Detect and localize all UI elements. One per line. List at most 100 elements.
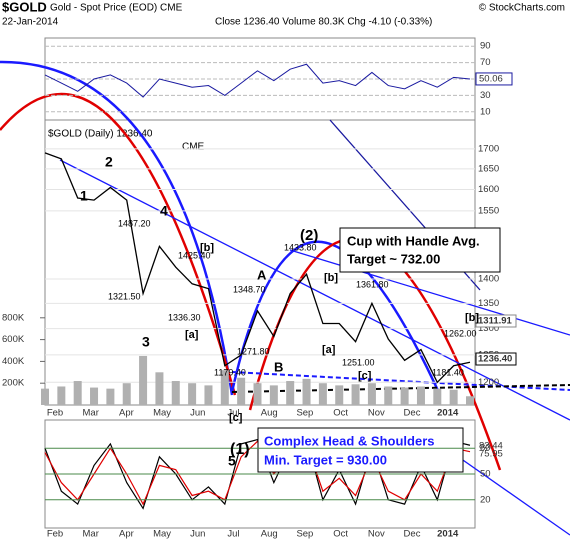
annotation: 1271.80 <box>237 346 270 356</box>
volume-bar <box>286 381 295 405</box>
callout: Complex Head & Shoulders Min. Target = 9… <box>257 427 464 473</box>
volume-bar <box>139 355 148 405</box>
annotation: 4 <box>160 203 168 219</box>
y-tick-label: 80 <box>480 443 491 454</box>
x-tick-label: Jun <box>190 408 205 419</box>
callout-box <box>339 227 501 273</box>
y-tick-label: 90 <box>480 41 491 52</box>
price-label: 1311.91 <box>478 316 513 327</box>
annotation: 1251.00 <box>342 357 375 367</box>
callout-text: Cup with Handle Avg. <box>347 233 480 248</box>
annotation: 1433.80 <box>284 242 317 252</box>
volume-bar <box>155 372 164 405</box>
y-tick-label: 1550 <box>478 205 499 216</box>
annotation: 1321.50 <box>108 291 141 301</box>
value-box <box>475 314 517 328</box>
date: 22-Jan-2014 <box>2 17 59 28</box>
annotation: 1179.40 <box>214 367 246 377</box>
callout-text: Complex Head & Shoulders <box>264 433 434 448</box>
y-tick-label: 30 <box>480 90 491 101</box>
annotation: 1487.20 <box>118 218 151 228</box>
annotation: B <box>274 359 283 374</box>
volume-bar <box>237 377 246 405</box>
callout-box <box>257 427 464 473</box>
x-tick-label: Dec <box>404 529 421 540</box>
annotation: 1348.70 <box>233 284 266 294</box>
y-tick-label: 1400 <box>478 274 499 285</box>
volume-bar <box>466 396 474 405</box>
volume-bar <box>351 384 360 405</box>
title: $GOLD <box>2 0 47 14</box>
y-tick-label: 1300 <box>478 323 499 334</box>
annotation: (1) <box>230 441 250 458</box>
volume-tick-label: 200K <box>2 378 25 389</box>
rsi-panel <box>44 37 476 121</box>
annotation: [b] <box>324 272 338 284</box>
value-box <box>475 352 517 366</box>
trend-line <box>289 249 570 336</box>
volume-bar <box>433 388 442 405</box>
volume-bar <box>220 370 229 405</box>
x-tick-label: Nov <box>368 408 385 419</box>
x-tick-label: Jun <box>190 529 205 540</box>
volume-bar <box>367 383 376 405</box>
x-tick-label: May <box>153 529 171 540</box>
x-tick-label: Aug <box>261 529 278 540</box>
volume-bar <box>253 383 262 405</box>
annotation: A <box>257 267 267 282</box>
volume-bar <box>204 385 213 405</box>
y-tick-label: 1700 <box>478 143 499 154</box>
volume-tick-label: 600K <box>2 334 25 345</box>
annotation: 2 <box>105 154 113 170</box>
blue-arc <box>230 240 442 396</box>
x-tick-label: Oct <box>333 408 348 419</box>
callout-text: Target ~ 732.00 <box>347 251 440 266</box>
stoch-last-label: 75.95 <box>479 449 503 460</box>
x-tick-label: Jul <box>227 408 239 419</box>
trend-lines <box>59 119 570 536</box>
volume-tick-label: 800K <box>2 312 25 323</box>
price-line <box>44 152 471 384</box>
y-tick-label: 10 <box>480 106 491 117</box>
volume-bar <box>302 378 311 405</box>
x-tick-label: Apr <box>119 529 134 540</box>
annotation: [a] <box>322 344 336 356</box>
x-tick-label: 2014 <box>437 529 459 540</box>
annotation: [c] <box>229 412 243 424</box>
x-tick-label: 2014 <box>437 408 459 419</box>
volume-bar <box>57 386 66 405</box>
x-tick-label: Feb <box>47 408 63 419</box>
volume-bar <box>41 388 49 405</box>
source: © StockCharts.com <box>479 3 565 14</box>
volume-bar <box>318 383 327 405</box>
x-tick-label: Dec <box>404 408 421 419</box>
annotation: [c] <box>358 370 372 382</box>
annotation: 1361.80 <box>356 279 389 289</box>
volume-bar <box>90 387 99 405</box>
annotation: [b] <box>200 242 214 254</box>
trend-line <box>59 159 570 421</box>
subtitle: Gold - Spot Price (EOD) CME <box>50 3 183 14</box>
y-tick-label: 20 <box>480 494 491 505</box>
x-tick-label: Feb <box>47 529 63 540</box>
red-arc <box>0 92 237 396</box>
volume-bar <box>269 385 278 405</box>
annotation: 3 <box>142 334 150 350</box>
x-tick-label: Jul <box>227 529 239 540</box>
stats: Close 1236.40 Volume 80.3K Chg -4.10 (-0… <box>215 17 432 28</box>
volume-tick-label: 400K <box>2 356 25 367</box>
volume-bar <box>335 385 344 405</box>
annotation: (2) <box>300 227 318 244</box>
exchange: CME <box>182 142 205 153</box>
rsi-line <box>44 63 471 98</box>
y-tick-label: 1350 <box>478 298 499 309</box>
x-tick-label: Oct <box>333 529 348 540</box>
y-tick-label: 50 <box>480 469 491 480</box>
legend-label: $GOLD (Daily) 1236.40 <box>48 129 153 140</box>
y-tick-label: 1200 <box>478 377 499 388</box>
y-tick-label: 1650 <box>478 163 499 174</box>
stoch-last-label: 83.44 <box>479 441 503 452</box>
x-tick-label: May <box>153 408 171 419</box>
annotation: 1181.40 <box>432 367 464 377</box>
